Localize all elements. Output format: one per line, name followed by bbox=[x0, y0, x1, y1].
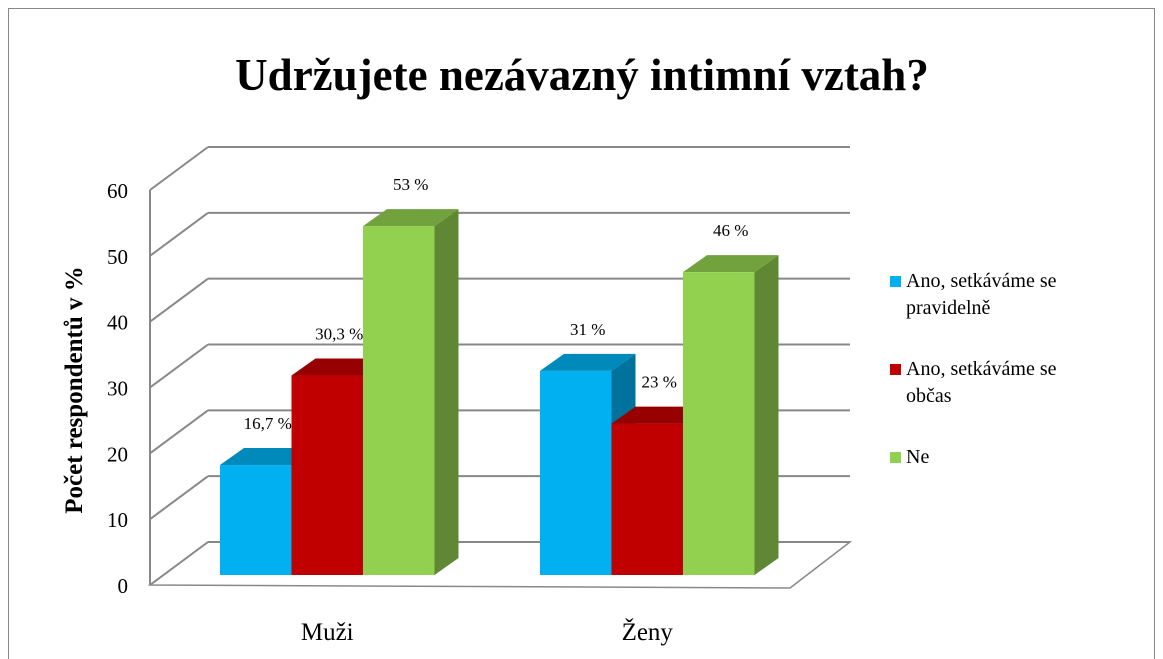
bar-top bbox=[540, 353, 636, 371]
y-axis-title: Počet respondentů v % bbox=[61, 266, 88, 513]
bar-top bbox=[363, 209, 459, 227]
grid-line-side bbox=[149, 146, 209, 191]
bar bbox=[611, 423, 683, 575]
bar bbox=[363, 226, 435, 576]
legend-label: Ano, setkáváme se občas bbox=[906, 358, 1057, 407]
legend-item: Ano, setkáváme se občas bbox=[890, 356, 1070, 410]
grid-line-side bbox=[149, 343, 209, 389]
bar bbox=[220, 465, 292, 575]
legend: Ano, setkáváme se pravidelně Ano, setkává… bbox=[890, 268, 1070, 505]
legend-label: Ano, setkáváme se pravidelně bbox=[906, 270, 1057, 319]
bar-side bbox=[434, 209, 459, 576]
data-label: 16,7 % bbox=[244, 414, 292, 433]
y-tick-label: 10 bbox=[107, 508, 128, 532]
y-tick-label: 60 bbox=[107, 179, 128, 203]
legend-swatch bbox=[890, 364, 901, 375]
y-tick-label: 20 bbox=[107, 442, 128, 466]
chart-border bbox=[8, 8, 1155, 659]
grid-line-side bbox=[149, 541, 209, 586]
data-label: 31 % bbox=[570, 320, 605, 339]
grid-line-side bbox=[149, 212, 209, 257]
y-tick-label: 30 bbox=[107, 377, 128, 401]
legend-item: Ano, setkáváme se pravidelně bbox=[890, 268, 1070, 322]
legend-item: Ne bbox=[890, 444, 1070, 471]
data-label: 30,3 % bbox=[315, 325, 363, 344]
data-label: 46 % bbox=[713, 221, 748, 240]
grid-line-side bbox=[149, 277, 209, 323]
chart-title: Udržujete nezávazný intimní vztah? bbox=[235, 50, 929, 100]
x-tick-label: Muži bbox=[301, 619, 354, 646]
bar bbox=[291, 375, 363, 575]
y-tick-label: 40 bbox=[107, 311, 128, 335]
y-tick-label: 50 bbox=[107, 245, 128, 269]
x-tick-label: Ženy bbox=[622, 618, 674, 646]
legend-label: Ne bbox=[906, 446, 930, 468]
bar-side bbox=[754, 255, 779, 575]
y-tick-label: 0 bbox=[118, 574, 129, 598]
data-label: 53 % bbox=[393, 175, 428, 194]
bar bbox=[540, 370, 612, 575]
bar bbox=[683, 272, 755, 575]
legend-swatch bbox=[890, 276, 901, 287]
grid-line-side bbox=[149, 475, 209, 520]
bar-top bbox=[683, 255, 779, 273]
data-label: 23 % bbox=[642, 373, 677, 392]
legend-swatch bbox=[890, 452, 901, 463]
grid-line-side bbox=[149, 409, 209, 455]
